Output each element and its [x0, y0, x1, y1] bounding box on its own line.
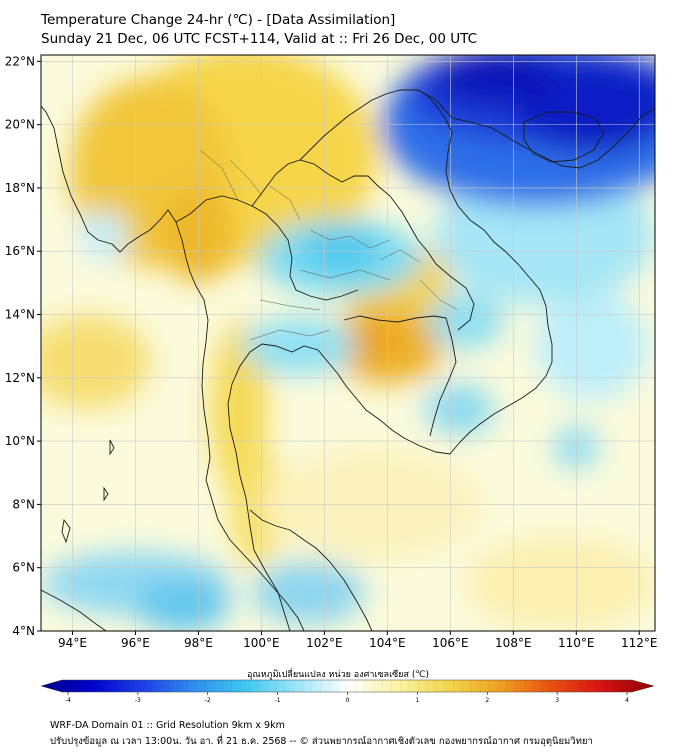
lon-tick-label: 100°E: [243, 636, 280, 650]
coastline-andaman-islands: [61, 439, 115, 544]
coastline-gulf-of-thailand: [227, 343, 451, 631]
border-thailand-cambodia: [343, 315, 447, 323]
anomaly-region-15: [425, 384, 495, 435]
anomaly-region-3: [41, 314, 152, 410]
lat-tick-label: 14°N: [5, 308, 35, 322]
border-china-laos-vietnam: [299, 89, 418, 161]
border-thailand-laos: [251, 159, 437, 265]
colorbar-tick-label: -2: [205, 697, 211, 704]
colorbar-tick-label: -1: [275, 697, 281, 704]
colorbar-tick-label: -3: [135, 697, 141, 704]
border-cambodia-vietnam: [429, 317, 457, 437]
chart-title: Temperature Change 24-hr (℃) - [Data Ass…: [41, 12, 396, 28]
lon-tick-label: 106°E: [432, 636, 469, 650]
colorbar-tick-label: 1: [415, 697, 419, 704]
anomaly-region-20: [135, 580, 230, 631]
anomaly-region-10: [466, 536, 655, 631]
lat-tick-label: 20°N: [5, 118, 35, 132]
lat-tick-label: 6°N: [12, 561, 35, 575]
colorbar-tick-label: -4: [65, 697, 71, 704]
lon-tick-label: 108°E: [495, 636, 532, 650]
lat-tick-label: 18°N: [5, 181, 35, 195]
coastline-sumatra: [41, 589, 107, 631]
coastline-hainan: [523, 111, 605, 163]
coastline-south-china: [417, 89, 655, 169]
chart-subtitle-validity: Sunday 21 Dec, 06 UTC FCST+114, Valid at…: [41, 31, 478, 47]
lon-tick-label: 110°E: [558, 636, 595, 650]
lon-tick-label: 104°E: [369, 636, 406, 650]
lat-lon-grid: [41, 55, 655, 631]
anomaly-region-16: [535, 292, 649, 400]
colorbar: -4 -3 -2 -1 0 1 2 3 4: [40, 679, 655, 704]
border-laos-vietnam: [435, 263, 475, 331]
border-thailand-malaysia: [249, 509, 305, 541]
colorbar-tick-label: 4: [625, 697, 629, 704]
lon-tick-label: 94°E: [58, 636, 87, 650]
lat-tick-label: 16°N: [5, 244, 35, 258]
coastline-malay-east: [303, 539, 373, 631]
colorbar-label: อุณหภูมิเปลี่ยนแปลง หน่วย องศาเซลเซียส (…: [246, 670, 430, 680]
lon-tick-label: 98°E: [184, 636, 213, 650]
province-boundaries: [199, 149, 459, 341]
colorbar-tick-label: 0: [346, 697, 350, 704]
lon-tick-label: 102°E: [306, 636, 343, 650]
map-axes: 22°N 20°N 18°N 16°N 14°N 12°N 10°N 8°N 6°N 4°N 94°…: [5, 54, 658, 650]
anomaly-region-13: [242, 317, 356, 375]
lon-tick-label: 112°E: [621, 636, 658, 650]
footer-model-info: WRF-DA Domain 01 :: Grid Resolution 9km …: [50, 720, 285, 731]
coastline-myanmar-west: [41, 105, 305, 631]
anomaly-region-14: [428, 292, 504, 350]
colorbar-tick-label: 3: [555, 697, 559, 704]
colorbar-scale: [40, 679, 655, 693]
lat-tick-label: 12°N: [5, 371, 35, 385]
anomaly-region-8: [349, 320, 400, 359]
coastlines-and-borders: [41, 89, 655, 631]
coastline-mekong-delta: [417, 89, 553, 455]
map-frame: [40, 54, 656, 632]
footer-credit: ปรับปรุงข้อมูล ณ เวลา 13:00น. วัน อา. ที…: [50, 736, 593, 747]
lat-tick-label: 4°N: [12, 624, 35, 638]
border-myanmar-thailand: [175, 195, 359, 301]
anomaly-region-26: [434, 55, 561, 106]
lat-tick-label: 10°N: [5, 434, 35, 448]
anomaly-region-22: [78, 210, 130, 261]
colorbar-tick-label: 2: [485, 697, 489, 704]
lon-tick-label: 96°E: [121, 636, 150, 650]
anomaly-region-21: [251, 561, 366, 625]
lat-tick-label: 8°N: [12, 497, 35, 511]
lat-tick-label: 22°N: [5, 54, 35, 68]
